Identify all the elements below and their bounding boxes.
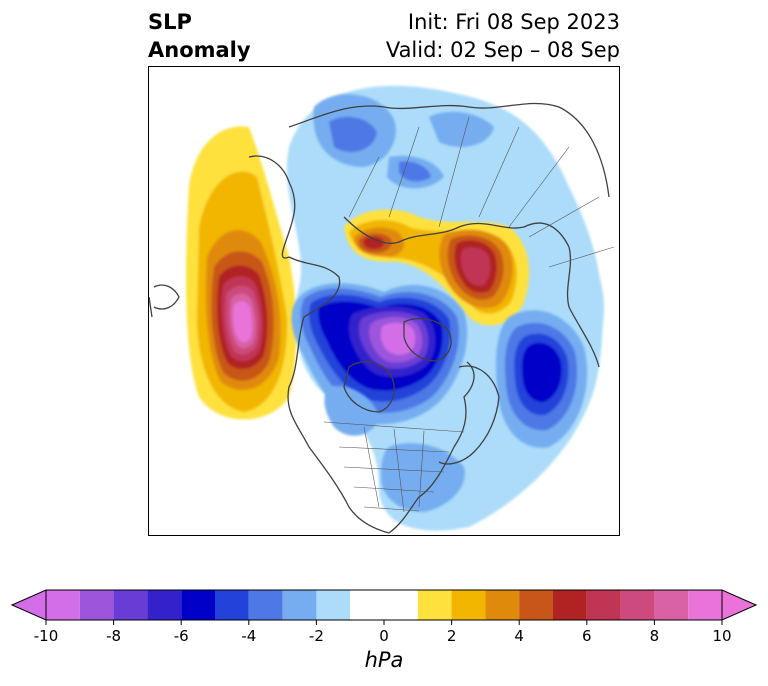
- init-date-label: Init: Fri 08 Sep 2023: [407, 10, 620, 34]
- valid-date-label: Valid: 02 Sep – 08 Sep: [385, 38, 620, 62]
- colorbar-tick-label: -2: [308, 627, 324, 645]
- colorbar-tick-label: -6: [173, 627, 189, 645]
- colorbar-tick-label: -8: [106, 627, 122, 645]
- colorbar-tick-label: 6: [582, 627, 592, 645]
- colorbar-tick-label: 4: [514, 627, 524, 645]
- colorbar-segment: [248, 590, 283, 620]
- colorbar-segment: [553, 590, 587, 620]
- coastlines: [149, 102, 610, 534]
- title-kind: Anomaly: [148, 38, 251, 62]
- colorbar-tick-label: 0: [379, 627, 389, 645]
- colorbar-segment: [79, 590, 114, 620]
- colorbar-segment: [350, 590, 418, 620]
- map-dates: Init: Fri 08 Sep 2023 Valid: 02 Sep – 08…: [386, 8, 620, 64]
- north-atlantic-negative-anomaly: [496, 310, 588, 448]
- colorbar-segment: [215, 590, 249, 620]
- colorbar-tick-label: -10: [33, 627, 59, 645]
- colorbar-max-extension: [721, 589, 758, 621]
- colorbar-tick-label: 2: [446, 627, 457, 645]
- colorbar-segment: [586, 590, 621, 620]
- map-panel: [148, 66, 620, 536]
- colorbar-tick-label: -4: [241, 627, 257, 645]
- title-variable: SLP: [148, 10, 192, 34]
- colorbar-tick-label: 8: [649, 627, 660, 645]
- colorbar-segment: [46, 590, 80, 620]
- siberia-positive-anomaly: [344, 209, 529, 326]
- colorbar-segment: [282, 590, 317, 620]
- colorbar: [10, 589, 758, 625]
- colorbar-ticks: [45, 620, 723, 625]
- colorbar-segment: [147, 590, 182, 620]
- colorbar-segment: [181, 590, 215, 620]
- colorbar-segment: [654, 590, 689, 620]
- colorbar-segment: [620, 590, 655, 620]
- colorbar-unit-label: hPa: [364, 648, 404, 672]
- colorbar-segments: [46, 590, 722, 620]
- colorbar-segment: [451, 590, 486, 620]
- colorbar-segment: [417, 590, 452, 620]
- colorbar-segment: [316, 590, 351, 620]
- colorbar-segment: [485, 590, 520, 620]
- colorbar-segment: [519, 590, 553, 620]
- pacific-positive-anomaly: [186, 126, 297, 420]
- colorbar-tick-label: 10: [712, 627, 732, 645]
- slp-anomaly-map: [149, 85, 615, 534]
- colorbar-segment: [113, 590, 148, 620]
- colorbar-segment: [688, 590, 722, 620]
- colorbar-min-extension: [10, 589, 47, 621]
- map-title: SLP Anomaly: [148, 8, 251, 64]
- political-boundaries: [323, 116, 615, 513]
